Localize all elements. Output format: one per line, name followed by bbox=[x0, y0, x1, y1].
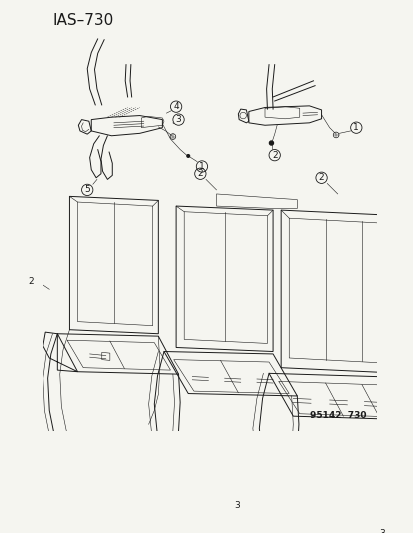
Text: 2: 2 bbox=[197, 169, 203, 178]
Text: 1: 1 bbox=[353, 123, 358, 132]
Text: 3: 3 bbox=[378, 529, 384, 533]
Text: 3: 3 bbox=[233, 500, 239, 510]
Text: 5: 5 bbox=[84, 185, 90, 195]
Text: 95142  730: 95142 730 bbox=[309, 411, 365, 420]
Text: IAS–730: IAS–730 bbox=[52, 13, 114, 28]
Text: 2: 2 bbox=[318, 173, 324, 182]
Text: 2: 2 bbox=[271, 151, 277, 160]
Circle shape bbox=[186, 154, 190, 158]
Text: 4: 4 bbox=[173, 102, 178, 111]
Circle shape bbox=[269, 141, 273, 145]
Text: 2: 2 bbox=[28, 277, 34, 286]
Text: 3: 3 bbox=[175, 115, 181, 124]
Text: 1: 1 bbox=[199, 162, 204, 171]
